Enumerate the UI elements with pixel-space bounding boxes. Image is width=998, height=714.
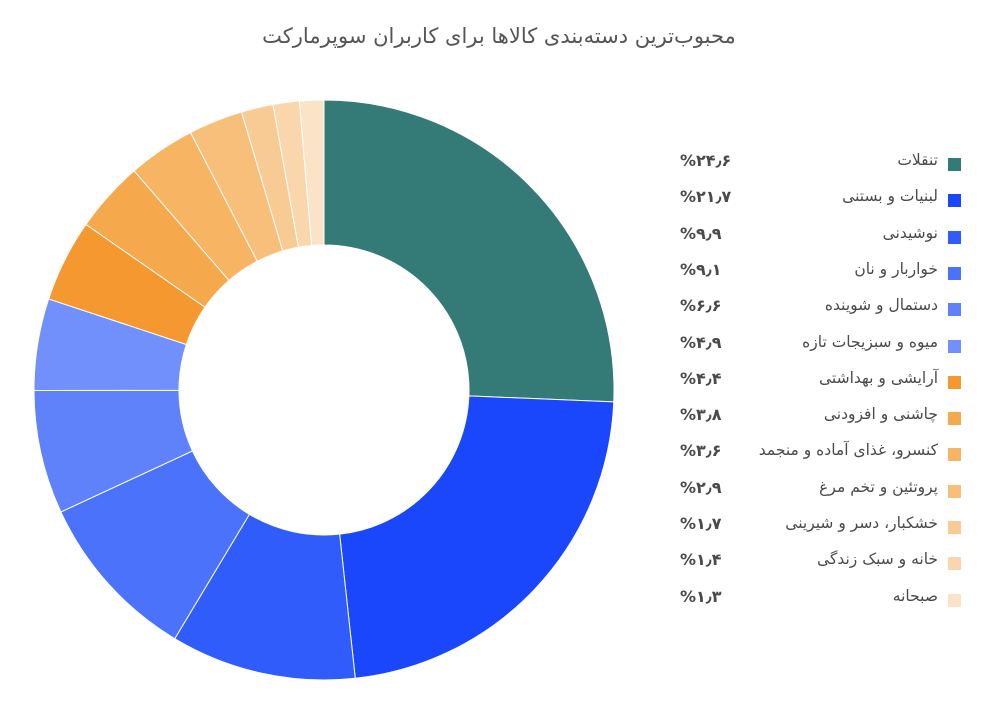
legend-item: %۲۱٫۷ لبنیات و بستنی	[670, 184, 970, 220]
legend-label: آرایشی و بهداشتی	[819, 368, 938, 387]
legend-item: %۶٫۶ دستمال و شوینده	[670, 293, 970, 329]
legend-swatch	[948, 448, 961, 462]
data-label: %۱٫۷	[680, 514, 722, 533]
legend-item: %۳٫۸ چاشنی و افزودنی	[670, 402, 970, 438]
legend-swatch	[948, 375, 961, 389]
data-label: %۶٫۶	[680, 296, 722, 316]
data-label: %۹٫۹	[680, 223, 722, 243]
legend-item: %۲٫۹ پروتئین و تخم مرغ	[670, 475, 970, 511]
legend-item: %۱٫۳ صبحانه	[670, 584, 970, 620]
legend-item: %۴٫۹ میوه و سبزیجات تازه	[670, 330, 970, 366]
legend-label: کنسرو، غذای آماده و منجمد	[758, 441, 938, 460]
legend-label: خواربار و نان	[854, 259, 938, 278]
legend-label: نوشیدنی	[882, 223, 938, 242]
data-label: %۴٫۹	[680, 332, 722, 352]
legend-swatch	[948, 339, 961, 353]
legend-label: صبحانه	[892, 586, 938, 605]
legend-swatch	[948, 557, 961, 571]
legend-item: %۲۴٫۶ تنقلات	[670, 148, 970, 184]
chart-title: محبوب‌ترین دسته‌بندی کالاها برای کاربران…	[262, 24, 736, 48]
data-label: %۱٫۳	[680, 586, 722, 606]
legend-swatch	[948, 484, 961, 498]
legend-label: تنقلات	[897, 151, 938, 169]
data-label: %۱٫۴	[680, 550, 722, 570]
data-label: %۲۴٫۶	[680, 151, 732, 170]
donut-slice	[323, 99, 615, 403]
legend-label: پروتئین و تخم مرغ	[819, 477, 938, 496]
legend-item: %۹٫۹ نوشیدنی	[670, 221, 970, 257]
legend-item: %۱٫۴ خانه و سبک زندگی	[670, 547, 970, 583]
legend-label: خشکبار، دسر و شیرینی	[785, 514, 938, 532]
legend-item: %۳٫۶ کنسرو، غذای آماده و منجمد	[670, 438, 970, 474]
legend-label: خانه و سبک زندگی	[817, 550, 938, 569]
legend-swatch	[948, 412, 961, 426]
donut-slice	[298, 99, 325, 247]
donut-slice	[339, 395, 615, 679]
legend-label: چاشنی و افزودنی	[823, 405, 938, 424]
legend-label: دستمال و شوینده	[824, 296, 938, 315]
legend-item: %۱٫۷ خشکبار، دسر و شیرینی	[670, 511, 970, 547]
data-label: %۳٫۸	[680, 405, 722, 425]
legend-label: میوه و سبزیجات تازه	[802, 332, 938, 351]
legend-swatch	[948, 593, 961, 607]
data-label: %۲٫۹	[680, 477, 722, 497]
legend-item: %۹٫۱ خواربار و نان	[670, 257, 970, 293]
legend-swatch	[948, 303, 961, 317]
data-label: %۴٫۴	[680, 368, 722, 388]
legend-swatch	[948, 266, 961, 280]
data-label: %۳٫۶	[680, 441, 722, 461]
legend-swatch	[948, 230, 961, 244]
legend-swatch	[948, 521, 961, 534]
legend-label: لبنیات و بستنی	[842, 187, 938, 206]
data-label: %۹٫۱	[680, 259, 722, 279]
legend-swatch	[948, 194, 961, 208]
legend-swatch	[948, 158, 961, 171]
data-label: %۲۱٫۷	[680, 187, 732, 207]
legend-item: %۴٫۴ آرایشی و بهداشتی	[670, 366, 970, 402]
